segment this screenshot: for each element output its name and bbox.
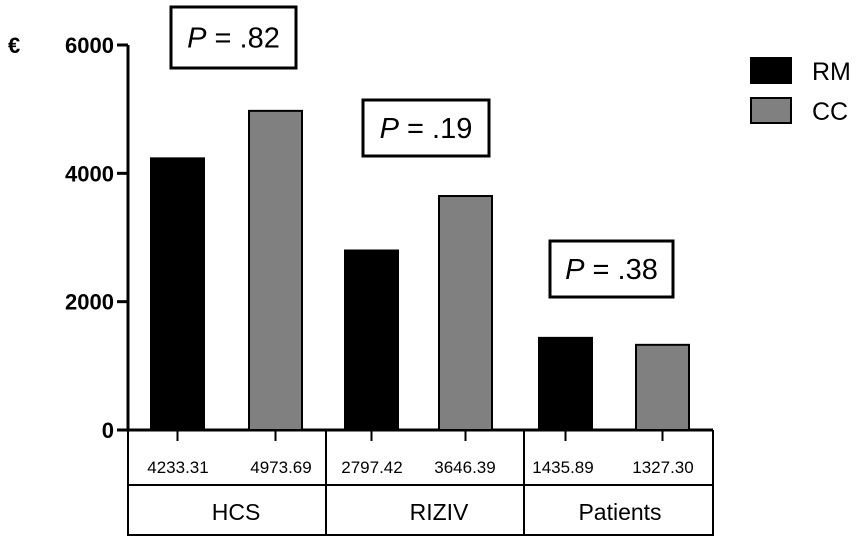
- bar-rm-riziv: [344, 249, 399, 431]
- legend-label-cc: CC: [812, 98, 848, 126]
- y-tick-label: 6000: [65, 33, 114, 58]
- p-value-text: P = .38: [565, 254, 658, 286]
- bar-cc-patients: [635, 343, 690, 431]
- category-label: HCS: [212, 499, 261, 525]
- bar-rm-patients: [538, 336, 593, 432]
- p-value-text: P = .19: [380, 113, 473, 145]
- data-label: 3646.39: [434, 458, 495, 477]
- data-label: 4233.31: [147, 458, 208, 477]
- bar-cc-riziv: [438, 195, 493, 431]
- p-value-annotations: P = .82 P = .19 P = .38: [169, 5, 675, 299]
- data-label: 1435.89: [532, 458, 593, 477]
- p-value-text: P = .82: [187, 23, 280, 55]
- y-tick-label: 4000: [65, 161, 114, 186]
- legend: RM CC: [750, 57, 851, 126]
- legend-label-rm: RM: [812, 58, 851, 86]
- data-label: 2797.42: [341, 458, 402, 477]
- bar-cc-hcs: [248, 109, 303, 431]
- bars: [150, 109, 690, 432]
- legend-swatch-cc: [750, 97, 792, 124]
- data-label: 4973.69: [250, 458, 311, 477]
- y-axis: 0 2000 4000 6000 €: [8, 33, 713, 443]
- bar-rm-hcs: [150, 157, 205, 431]
- category-label: RIZIV: [410, 499, 469, 525]
- p-value-box: [361, 98, 491, 158]
- y-unit-label: €: [8, 33, 20, 58]
- legend-swatch-rm: [750, 57, 792, 84]
- category-table: 4233.31 2797.42 1435.89 4973.69 3646.39 1327.…: [127, 430, 714, 536]
- p-value-box: [169, 5, 298, 70]
- y-tick-label: 2000: [65, 290, 114, 315]
- y-tick-label: 0: [102, 418, 114, 443]
- category-label: Patients: [578, 499, 661, 525]
- data-label: 1327.30: [632, 458, 693, 477]
- p-value-box: [548, 239, 675, 299]
